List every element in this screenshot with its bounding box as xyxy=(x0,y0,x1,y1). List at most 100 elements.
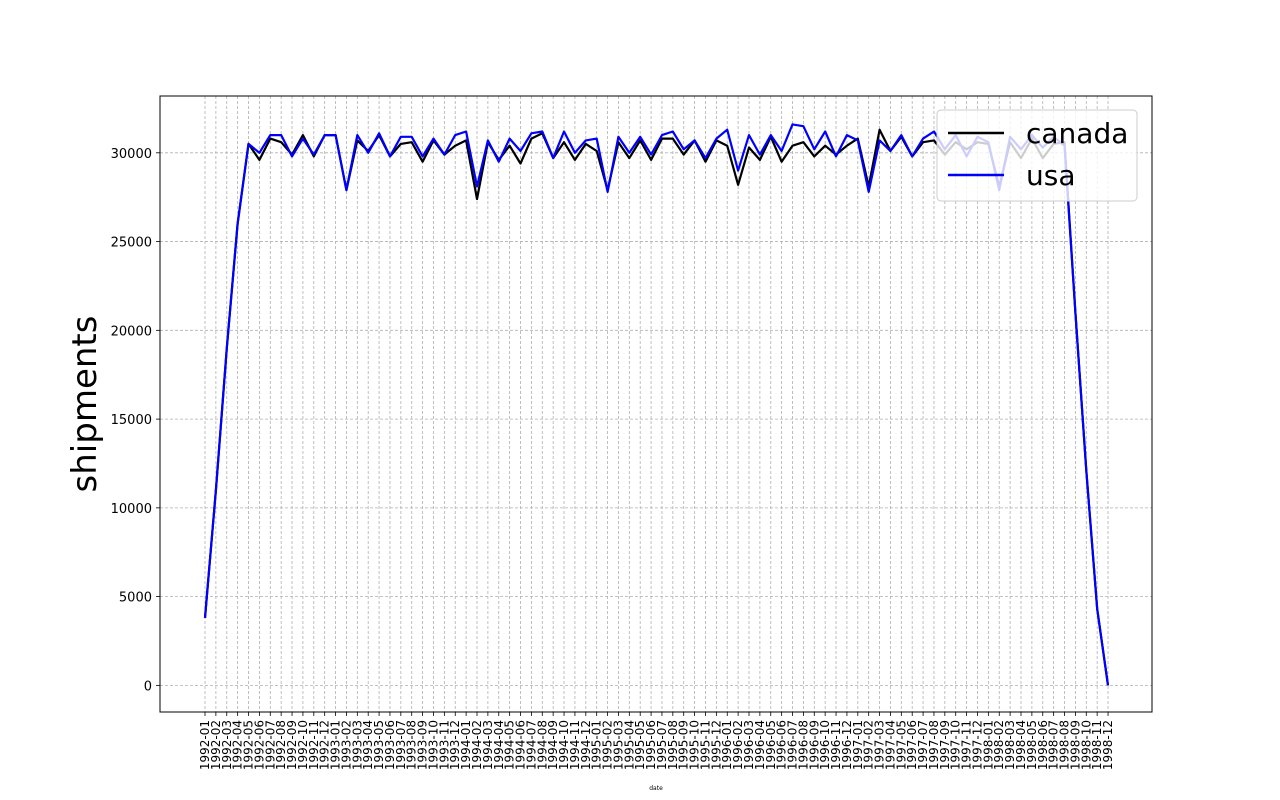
x-tick-label: 1992-12 xyxy=(318,720,332,770)
series-lines xyxy=(203,123,1110,686)
x-tick-label: 1995-07 xyxy=(655,720,669,770)
x-tick-label: 1994-05 xyxy=(503,720,517,770)
x-tick-label: 1992-11 xyxy=(307,720,321,770)
y-tick-label: 5000 xyxy=(119,591,152,606)
x-tick-label: 1993-07 xyxy=(394,720,408,770)
x-tick-label: 1998-07 xyxy=(1047,720,1061,770)
y-tick-label: 25000 xyxy=(111,236,152,251)
x-tick-label: 1993-09 xyxy=(416,720,430,770)
x-tick-label: 1995-08 xyxy=(666,720,680,770)
x-tick-label: 1992-07 xyxy=(263,720,277,770)
x-tick-label: 1994-02 xyxy=(470,720,484,770)
y-axis: 0 5000 10000 15000 20000 25000 30000 xyxy=(111,147,160,694)
x-tick-label: 1994-12 xyxy=(579,720,593,770)
x-tick-label: 1994-10 xyxy=(557,720,571,770)
x-tick-label: 1993-11 xyxy=(437,720,451,770)
x-tick-label: 1997-02 xyxy=(862,720,876,770)
series-line-usa xyxy=(203,123,1110,686)
y-tick-label: 20000 xyxy=(111,324,152,339)
x-tick-label: 1992-03 xyxy=(220,720,234,770)
x-tick-label: 1997-10 xyxy=(949,720,963,770)
x-tick-label: 1993-10 xyxy=(426,720,440,770)
x-tick-label: 1995-09 xyxy=(677,720,691,770)
x-tick-label: 1992-09 xyxy=(285,720,299,770)
x-tick-label: 1993-08 xyxy=(405,720,419,770)
x-tick-label: 1997-03 xyxy=(873,720,887,770)
x-tick-label: 1993-03 xyxy=(350,720,364,770)
x-tick-label: 1997-06 xyxy=(905,720,919,770)
x-tick-label: 1994-07 xyxy=(524,720,538,770)
x-tick-label: 1998-04 xyxy=(1014,720,1028,770)
x-tick-label: 1996-04 xyxy=(753,720,767,770)
x-tick-label: 1995-11 xyxy=(698,720,712,770)
x-tick-label: 1995-04 xyxy=(622,720,636,770)
x-tick-label: 1997-09 xyxy=(938,720,952,770)
x-tick-label: 1996-10 xyxy=(818,720,832,770)
x-tick-label: 1998-10 xyxy=(1079,720,1093,770)
x-tick-label: 1997-12 xyxy=(970,720,984,770)
x-tick-label: 1997-04 xyxy=(883,720,897,770)
x-tick-label: 1998-09 xyxy=(1068,720,1082,770)
legend-label-usa: usa xyxy=(1026,159,1076,192)
x-tick-label: 1995-06 xyxy=(644,720,658,770)
y-tick-label: 10000 xyxy=(111,502,152,517)
x-tick-label: 1994-09 xyxy=(546,720,560,770)
legend-label-canada: canada xyxy=(1026,117,1128,150)
x-tick-label: 1996-11 xyxy=(829,720,843,770)
x-axis-label: date xyxy=(649,785,663,792)
x-tick-label: 1996-05 xyxy=(764,720,778,770)
plot-frame xyxy=(159,95,1153,713)
x-tick-label: 1998-03 xyxy=(1003,720,1017,770)
x-tick-label: 1997-07 xyxy=(916,720,930,770)
x-tick-label: 1992-04 xyxy=(231,720,245,770)
x-tick-label: 1995-02 xyxy=(601,720,615,770)
x-tick-label: 1994-03 xyxy=(481,720,495,770)
x-tick-label: 1997-11 xyxy=(960,720,974,770)
x-tick-label: 1995-10 xyxy=(688,720,702,770)
x-tick-label: 1998-02 xyxy=(992,720,1006,770)
series-line-canada xyxy=(203,128,1110,686)
x-tick-label: 1992-08 xyxy=(274,720,288,770)
y-axis-label: shipments xyxy=(65,316,105,493)
x-tick-label: 1992-05 xyxy=(242,720,256,770)
legend: canada usa xyxy=(936,109,1138,202)
x-tick-label: 1993-04 xyxy=(361,720,375,770)
x-tick-label: 1995-12 xyxy=(709,720,723,770)
x-tick-label: 1994-06 xyxy=(514,720,528,770)
x-tick-label: 1996-08 xyxy=(796,720,810,770)
y-tick-label: 0 xyxy=(144,679,152,694)
x-tick-label: 1998-08 xyxy=(1058,720,1072,770)
x-tick-label: 1996-06 xyxy=(775,720,789,770)
x-tick-label: 1998-01 xyxy=(981,720,995,770)
y-tick-label: 15000 xyxy=(111,413,152,428)
y-tick-label: 30000 xyxy=(111,147,152,162)
x-tick-label: 1994-11 xyxy=(568,720,582,770)
x-tick-label: 1993-12 xyxy=(448,720,462,770)
x-tick-label: 1998-12 xyxy=(1101,720,1115,770)
x-tick-label: 1997-08 xyxy=(927,720,941,770)
x-tick-label: 1996-12 xyxy=(840,720,854,770)
x-tick-label: 1998-05 xyxy=(1025,720,1039,770)
x-tick-label: 1996-09 xyxy=(807,720,821,770)
x-tick-label: 1996-07 xyxy=(786,720,800,770)
x-tick-label: 1994-01 xyxy=(459,720,473,770)
x-tick-label: 1997-01 xyxy=(851,720,865,770)
x-tick-label: 1998-06 xyxy=(1036,720,1050,770)
x-tick-label: 1992-01 xyxy=(198,720,212,770)
x-tick-label: 1994-08 xyxy=(535,720,549,770)
x-tick-label: 1993-05 xyxy=(372,720,386,770)
x-tick-label: 1998-11 xyxy=(1090,720,1104,770)
x-tick-label: 1996-02 xyxy=(731,720,745,770)
x-tick-label: 1995-03 xyxy=(611,720,625,770)
x-tick-label: 1993-01 xyxy=(329,720,343,770)
x-tick-label: 1993-02 xyxy=(339,720,353,770)
x-tick-label: 1996-03 xyxy=(742,720,756,770)
x-tick-label: 1995-01 xyxy=(590,720,604,770)
x-tick-label: 1996-01 xyxy=(720,720,734,770)
x-tick-label: 1993-06 xyxy=(383,720,397,770)
x-tick-label: 1992-02 xyxy=(209,720,223,770)
x-tick-label: 1992-10 xyxy=(296,720,310,770)
x-tick-label: 1994-04 xyxy=(492,720,506,770)
